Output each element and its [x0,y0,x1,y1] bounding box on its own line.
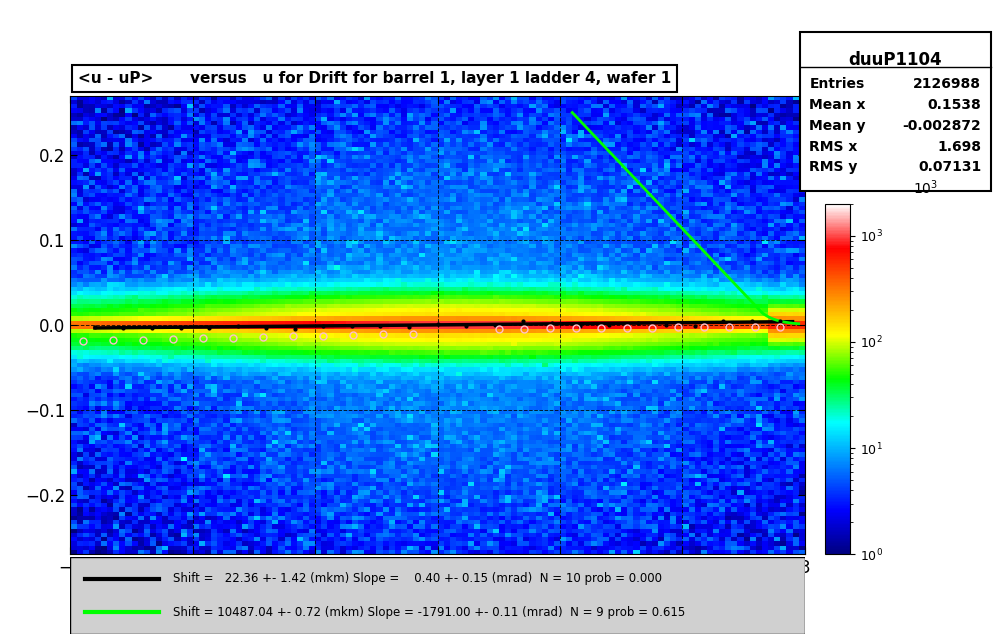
Text: <u - uP>       versus   u for Drift for barrel 1, layer 1 ladder 4, wafer 1: <u - uP> versus u for Drift for barrel 1… [77,71,671,87]
Text: Mean y: Mean y [809,119,866,132]
Text: Shift =   22.36 +- 1.42 (mkm) Slope =    0.40 +- 0.15 (mrad)  N = 10 prob = 0.00: Shift = 22.36 +- 1.42 (mkm) Slope = 0.40… [173,572,662,585]
Text: 0.07131: 0.07131 [918,161,981,174]
Text: Entries: Entries [809,78,864,91]
Text: Shift = 10487.04 +- 0.72 (mkm) Slope = -1791.00 +- 0.11 (mrad)  N = 9 prob = 0.6: Shift = 10487.04 +- 0.72 (mkm) Slope = -… [173,606,685,619]
Text: RMS x: RMS x [809,140,858,154]
Text: Mean x: Mean x [809,98,866,112]
Text: $10^3$: $10^3$ [912,178,939,197]
Text: -0.002872: -0.002872 [902,119,981,132]
Text: 1.698: 1.698 [938,140,981,154]
Text: 0.1538: 0.1538 [928,98,981,112]
Text: RMS y: RMS y [809,161,858,174]
X-axis label: ../P06icFiles/cuProductionMinBias_FullField.A.root: ../P06icFiles/cuProductionMinBias_FullFi… [223,588,652,604]
Text: 2126988: 2126988 [913,78,981,91]
Text: duuP1104: duuP1104 [848,51,943,69]
